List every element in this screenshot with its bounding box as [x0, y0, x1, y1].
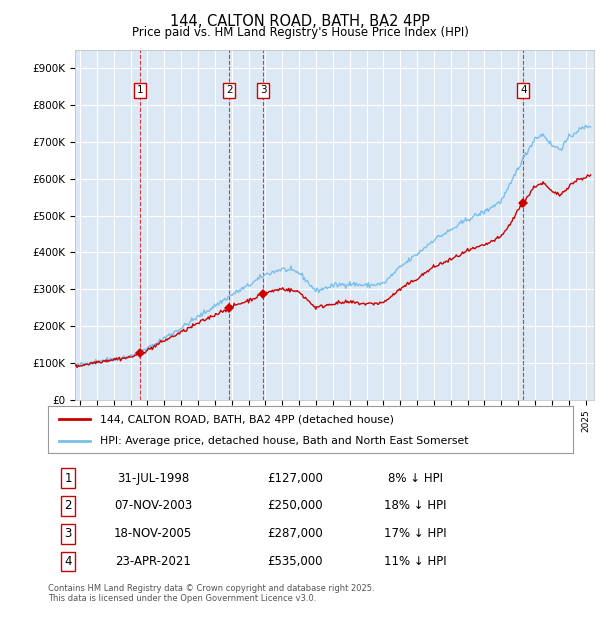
Text: Contains HM Land Registry data © Crown copyright and database right 2025.
This d: Contains HM Land Registry data © Crown c… [48, 584, 374, 603]
Text: £287,000: £287,000 [267, 527, 323, 540]
Text: 18% ↓ HPI: 18% ↓ HPI [384, 500, 447, 513]
Text: 144, CALTON ROAD, BATH, BA2 4PP (detached house): 144, CALTON ROAD, BATH, BA2 4PP (detache… [101, 414, 395, 424]
Text: 8% ↓ HPI: 8% ↓ HPI [388, 472, 443, 485]
Text: 17% ↓ HPI: 17% ↓ HPI [384, 527, 447, 540]
Text: £127,000: £127,000 [267, 472, 323, 485]
Text: HPI: Average price, detached house, Bath and North East Somerset: HPI: Average price, detached house, Bath… [101, 435, 469, 446]
Text: 144, CALTON ROAD, BATH, BA2 4PP: 144, CALTON ROAD, BATH, BA2 4PP [170, 14, 430, 29]
Text: 18-NOV-2005: 18-NOV-2005 [114, 527, 192, 540]
Text: 1: 1 [137, 85, 143, 95]
Text: 07-NOV-2003: 07-NOV-2003 [114, 500, 192, 513]
Text: Price paid vs. HM Land Registry's House Price Index (HPI): Price paid vs. HM Land Registry's House … [131, 26, 469, 39]
Text: 2: 2 [226, 85, 232, 95]
Text: 23-APR-2021: 23-APR-2021 [115, 555, 191, 568]
Text: £535,000: £535,000 [267, 555, 323, 568]
Text: £250,000: £250,000 [267, 500, 323, 513]
Text: 31-JUL-1998: 31-JUL-1998 [117, 472, 189, 485]
Text: 1: 1 [64, 472, 72, 485]
Text: 4: 4 [520, 85, 527, 95]
Text: 2: 2 [64, 500, 72, 513]
Text: 11% ↓ HPI: 11% ↓ HPI [384, 555, 447, 568]
Text: 3: 3 [64, 527, 71, 540]
Text: 4: 4 [64, 555, 72, 568]
Text: 3: 3 [260, 85, 267, 95]
